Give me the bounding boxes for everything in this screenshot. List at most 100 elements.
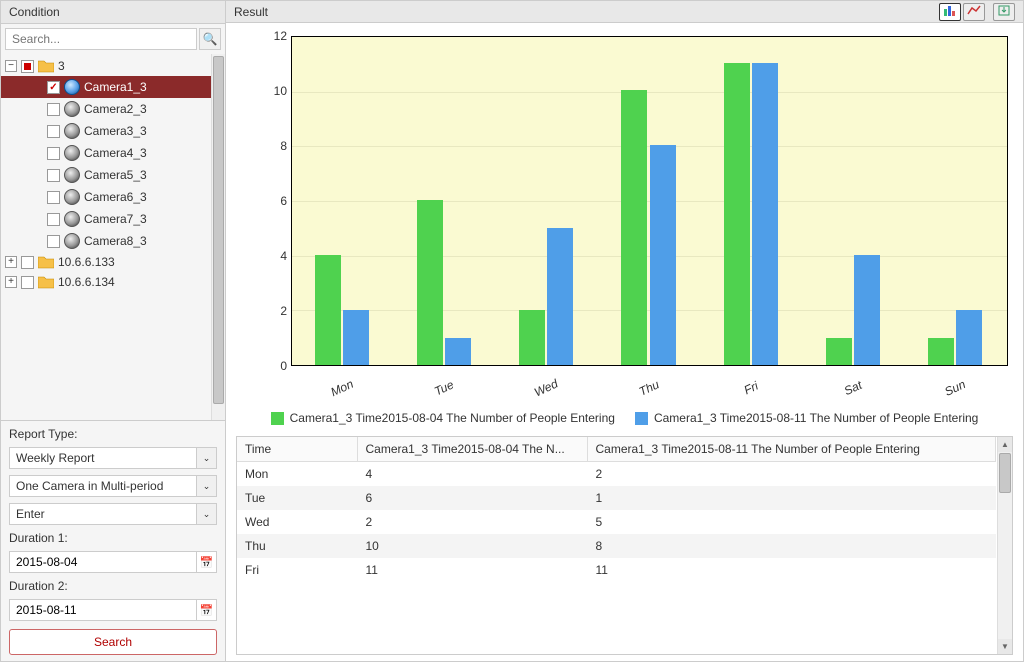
folder-icon [38, 275, 54, 289]
tree-camera-item[interactable]: Camera4_3 [1, 142, 225, 164]
duration1-calendar-button[interactable]: 📅 [197, 551, 217, 573]
camera-label: Camera5_3 [84, 168, 147, 182]
camera-icon [64, 79, 80, 95]
table-cell: 10 [357, 534, 587, 558]
line-chart-button[interactable] [963, 3, 985, 21]
search-button[interactable]: Search [9, 629, 217, 655]
expand-icon[interactable]: + [5, 276, 17, 288]
camera-checkbox[interactable] [47, 125, 60, 138]
legend-label: Camera1_3 Time2015-08-11 The Number of P… [654, 411, 978, 425]
table-row[interactable]: Tue61 [237, 486, 996, 510]
host-label: 10.6.6.134 [58, 275, 115, 289]
x-tick-label: Thu [636, 377, 661, 398]
tree-camera-item[interactable]: Camera2_3 [1, 98, 225, 120]
chart-bar [343, 310, 369, 365]
chart-legend: Camera1_3 Time2015-08-04 The Number of P… [236, 401, 1013, 436]
legend-swatch [271, 412, 284, 425]
camera-tree[interactable]: − 3 Camera1_3 Camera2_3 Camera3_3 Camera4_3… [1, 54, 225, 421]
host-checkbox[interactable] [21, 276, 34, 289]
table-cell: 11 [587, 558, 996, 582]
scope-dropdown-button[interactable]: ⌄ [197, 475, 217, 497]
result-table: TimeCamera1_3 Time2015-08-04 The N...Cam… [237, 437, 996, 582]
camera-checkbox[interactable] [47, 191, 60, 204]
report-form: Report Type: Weekly Report ⌄ One Camera … [1, 421, 225, 661]
tree-root[interactable]: − 3 [1, 56, 225, 76]
camera-label: Camera8_3 [84, 234, 147, 248]
legend-label: Camera1_3 Time2015-08-04 The Number of P… [290, 411, 615, 425]
x-tick-label: Tue [432, 377, 456, 398]
camera-checkbox[interactable] [47, 81, 60, 94]
tree-camera-item[interactable]: Camera3_3 [1, 120, 225, 142]
camera-label: Camera6_3 [84, 190, 147, 204]
scroll-down-icon[interactable]: ▼ [998, 639, 1012, 654]
direction-select[interactable]: Enter [9, 503, 197, 525]
duration2-input[interactable] [9, 599, 197, 621]
table-cell: Wed [237, 510, 357, 534]
camera-icon [64, 189, 80, 205]
table-row[interactable]: Mon42 [237, 461, 996, 486]
legend-item: Camera1_3 Time2015-08-11 The Number of P… [635, 411, 978, 425]
camera-label: Camera2_3 [84, 102, 147, 116]
duration2-calendar-button[interactable]: 📅 [197, 599, 217, 621]
camera-icon [64, 211, 80, 227]
table-cell: 4 [357, 461, 587, 486]
table-row[interactable]: Thu108 [237, 534, 996, 558]
export-button[interactable] [993, 3, 1015, 21]
result-panel: Result The Number of People Entering 024… [226, 1, 1023, 661]
camera-checkbox[interactable] [47, 103, 60, 116]
table-scrollbar[interactable]: ▲ ▼ [997, 437, 1012, 655]
report-type-label: Report Type: [9, 427, 217, 441]
table-cell: 8 [587, 534, 996, 558]
host-checkbox[interactable] [21, 256, 34, 269]
report-type-dropdown-button[interactable]: ⌄ [197, 447, 217, 469]
camera-checkbox[interactable] [47, 213, 60, 226]
tree-scrollbar-thumb[interactable] [213, 56, 224, 404]
chart-bar [650, 145, 676, 365]
table-cell: 2 [587, 461, 996, 486]
folder-icon [38, 255, 54, 269]
calendar-icon: 📅 [200, 604, 214, 617]
bar-chart-button[interactable] [939, 3, 961, 21]
tree-camera-item[interactable]: Camera8_3 [1, 230, 225, 252]
search-input[interactable] [5, 28, 197, 50]
table-header[interactable]: Camera1_3 Time2015-08-04 The N... [357, 437, 587, 462]
bar-chart-icon [943, 4, 957, 19]
table-scrollbar-thumb[interactable] [999, 453, 1011, 493]
expand-icon[interactable]: + [5, 256, 17, 268]
table-header[interactable]: Time [237, 437, 357, 462]
tree-scrollbar[interactable] [211, 54, 225, 420]
root-checkbox[interactable] [21, 60, 34, 73]
camera-label: Camera3_3 [84, 124, 147, 138]
tree-camera-item[interactable]: Camera5_3 [1, 164, 225, 186]
x-tick-label: Wed [532, 376, 560, 399]
search-icon-button[interactable]: 🔍 [199, 28, 221, 50]
collapse-icon[interactable]: − [5, 60, 17, 72]
camera-checkbox[interactable] [47, 235, 60, 248]
chevron-down-icon: ⌄ [203, 509, 211, 520]
chart-bar [445, 338, 471, 366]
scroll-up-icon[interactable]: ▲ [998, 437, 1012, 452]
tree-camera-item[interactable]: Camera6_3 [1, 186, 225, 208]
direction-dropdown-button[interactable]: ⌄ [197, 503, 217, 525]
camera-checkbox[interactable] [47, 169, 60, 182]
table-row[interactable]: Wed25 [237, 510, 996, 534]
table-header[interactable]: Camera1_3 Time2015-08-11 The Number of P… [587, 437, 996, 462]
table-cell: Tue [237, 486, 357, 510]
x-tick-label: Sat [842, 378, 864, 398]
tree-camera-item[interactable]: Camera7_3 [1, 208, 225, 230]
camera-checkbox[interactable] [47, 147, 60, 160]
y-tick-label: 10 [271, 84, 287, 98]
chart-toolbar [939, 3, 1015, 21]
result-title: Result [234, 5, 939, 19]
scope-select[interactable]: One Camera in Multi-period [9, 475, 197, 497]
tree-camera-item[interactable]: Camera1_3 [1, 76, 225, 98]
table-cell: 6 [357, 486, 587, 510]
tree-host-item[interactable]: +10.6.6.133 [1, 252, 225, 272]
chart-bar [724, 63, 750, 366]
duration1-input[interactable] [9, 551, 197, 573]
table-row[interactable]: Fri1111 [237, 558, 996, 582]
report-type-select[interactable]: Weekly Report [9, 447, 197, 469]
chart-bar [621, 90, 647, 365]
x-tick-label: Sun [942, 377, 967, 399]
tree-host-item[interactable]: +10.6.6.134 [1, 272, 225, 292]
